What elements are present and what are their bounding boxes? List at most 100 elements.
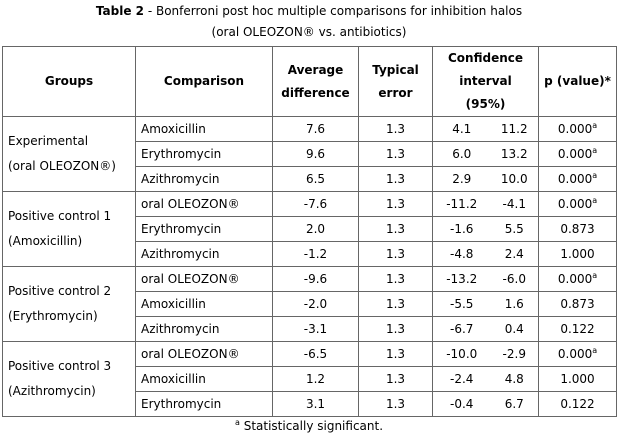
table-row: Erythromycin 9.6 1.3 6.0 13.2 0.000a bbox=[3, 141, 618, 167]
p-value: 0.122 bbox=[560, 397, 595, 411]
typical-error-cell: 1.3 bbox=[358, 291, 433, 317]
p-value: 0.122 bbox=[560, 322, 595, 336]
ci-low-cell: 2.9 bbox=[432, 166, 491, 192]
column-header: Confidence interval (95%) bbox=[431, 46, 540, 117]
ci-high-cell: -6.0 bbox=[490, 266, 540, 292]
table-row: Amoxicillin -2.0 1.3 -5.5 1.6 0.873 bbox=[3, 291, 618, 317]
ci-high-cell: 1.6 bbox=[490, 291, 540, 317]
p-value-cell: 0.000a bbox=[538, 191, 618, 217]
p-value-cell: 0.000a bbox=[538, 166, 618, 192]
group-name-line: Positive control 1 bbox=[8, 209, 112, 223]
p-value-cell: 0.122 bbox=[538, 316, 618, 342]
comparison-cell: Azithromycin bbox=[135, 316, 273, 342]
group-name-line: Positive control 3 bbox=[8, 359, 112, 373]
typical-error-cell: 1.3 bbox=[358, 191, 433, 217]
typical-error-cell: 1.3 bbox=[358, 241, 433, 267]
typical-error-cell: 1.3 bbox=[358, 116, 433, 142]
p-note: a bbox=[592, 146, 598, 155]
p-value-cell: 0.873 bbox=[538, 291, 618, 317]
ci-high-cell: -4.1 bbox=[490, 191, 540, 217]
p-value: 0.873 bbox=[560, 297, 595, 311]
p-value-cell: 0.873 bbox=[538, 216, 618, 242]
comparison-cell: oral OLEOZON® bbox=[135, 341, 273, 367]
group-name-line: (Erythromycin) bbox=[8, 309, 98, 323]
caption: Table 2 - Bonferroni post hoc multiple c… bbox=[0, 0, 618, 46]
average-difference-cell: -6.5 bbox=[272, 341, 359, 367]
typical-error-cell: 1.3 bbox=[358, 266, 433, 292]
p-value: 0.000 bbox=[557, 122, 593, 136]
column-header: Comparison bbox=[135, 46, 273, 117]
p-value-cell: 1.000 bbox=[538, 366, 618, 392]
table-row: Erythromycin 2.0 1.3 -1.6 5.5 0.873 bbox=[3, 216, 618, 242]
ci-high-cell: -2.9 bbox=[490, 341, 540, 367]
footnote-text: Statistically significant. bbox=[243, 419, 384, 433]
table-row: Positive control 3 (Azithromycin) oral OLE… bbox=[2, 341, 618, 417]
group-name-line: (Azithromycin) bbox=[8, 384, 96, 398]
average-difference-cell: 7.6 bbox=[272, 116, 359, 142]
ci-low-cell: -6.7 bbox=[432, 316, 491, 342]
p-note: a bbox=[592, 196, 598, 205]
group-cell: Positive control 3 (Azithromycin) bbox=[2, 341, 136, 417]
p-note: a bbox=[592, 121, 598, 130]
average-difference-cell: -7.6 bbox=[272, 191, 359, 217]
table-row: Azithromycin -3.1 1.3 -6.7 0.4 0.122 bbox=[3, 316, 618, 342]
average-difference-cell: -2.0 bbox=[272, 291, 359, 317]
ci-high-cell: 4.8 bbox=[490, 366, 540, 392]
group-name-line: Positive control 2 bbox=[8, 284, 112, 298]
group-cell: Positive control 1 (Amoxicillin) bbox=[2, 191, 136, 267]
comparison-cell: oral OLEOZON® bbox=[135, 266, 273, 292]
comparison-cell: Erythromycin bbox=[135, 391, 273, 417]
p-value: 1.000 bbox=[560, 372, 595, 386]
group-cell: Experimental (oral OLEOZON®) bbox=[2, 116, 136, 192]
comparison-cell: Amoxicillin bbox=[135, 116, 273, 142]
column-header: Typical error bbox=[358, 46, 433, 117]
p-value-cell: 0.000a bbox=[538, 341, 618, 367]
ci-high-cell: 2.4 bbox=[490, 241, 540, 267]
p-value: 0.873 bbox=[560, 222, 595, 236]
ci-high-cell: 13.2 bbox=[490, 141, 540, 167]
comparison-cell: Azithromycin bbox=[135, 241, 273, 267]
ci-high-cell: 11.2 bbox=[490, 116, 540, 142]
comparison-cell: Azithromycin bbox=[135, 166, 273, 192]
table-row: Experimental (oral OLEOZON®) Amoxicillin 7.… bbox=[2, 116, 618, 192]
group-name-line: (oral OLEOZON®) bbox=[8, 159, 116, 173]
table-row: Positive control 2 (Erythromycin) oral OLE… bbox=[2, 266, 618, 342]
ci-low-cell: -1.6 bbox=[432, 216, 491, 242]
average-difference-cell: 2.0 bbox=[272, 216, 359, 242]
p-value-cell: 0.122 bbox=[538, 391, 618, 417]
p-value-cell: 1.000 bbox=[538, 241, 618, 267]
p-value-cell: 0.000a bbox=[538, 141, 618, 167]
comparison-cell: Erythromycin bbox=[135, 141, 273, 167]
ci-low-cell: -11.2 bbox=[432, 191, 491, 217]
group-name-line: (Amoxicillin) bbox=[8, 234, 83, 248]
footnote: a Statistically significant. bbox=[0, 418, 618, 434]
average-difference-cell: -9.6 bbox=[272, 266, 359, 292]
table-row: Erythromycin 3.1 1.3 -0.4 6.7 0.122 bbox=[3, 391, 618, 417]
typical-error-cell: 1.3 bbox=[358, 166, 433, 192]
group-name-line: Experimental bbox=[8, 134, 89, 148]
ci-high-cell: 6.7 bbox=[490, 391, 540, 417]
typical-error-cell: 1.3 bbox=[358, 366, 433, 392]
typical-error-cell: 1.3 bbox=[358, 391, 433, 417]
p-value: 0.000 bbox=[557, 197, 593, 211]
table: Groups Comparison Average difference Typica… bbox=[2, 46, 618, 417]
caption-line: Table 2 - Bonferroni post hoc multiple c… bbox=[0, 1, 618, 22]
caption-line: (oral OLEOZON® vs. antibiotics) bbox=[211, 25, 407, 39]
caption-text: - Bonferroni post hoc multiple compariso… bbox=[144, 4, 523, 18]
footnote-mark: a bbox=[234, 418, 240, 427]
column-header: Groups bbox=[2, 46, 136, 117]
ci-high-cell: 0.4 bbox=[490, 316, 540, 342]
average-difference-cell: -3.1 bbox=[272, 316, 359, 342]
p-note: a bbox=[592, 346, 598, 355]
average-difference-cell: 9.6 bbox=[272, 141, 359, 167]
table-row: Positive control 1 (Amoxicillin) oral OLEO… bbox=[2, 191, 618, 267]
average-difference-cell: -1.2 bbox=[272, 241, 359, 267]
typical-error-cell: 1.3 bbox=[358, 216, 433, 242]
ci-low-cell: -4.8 bbox=[432, 241, 491, 267]
ci-low-cell: -5.5 bbox=[432, 291, 491, 317]
typical-error-cell: 1.3 bbox=[358, 341, 433, 367]
typical-error-cell: 1.3 bbox=[358, 316, 433, 342]
header-row: Groups Comparison Average difference Typica… bbox=[2, 46, 618, 117]
p-value: 0.000 bbox=[557, 347, 593, 361]
